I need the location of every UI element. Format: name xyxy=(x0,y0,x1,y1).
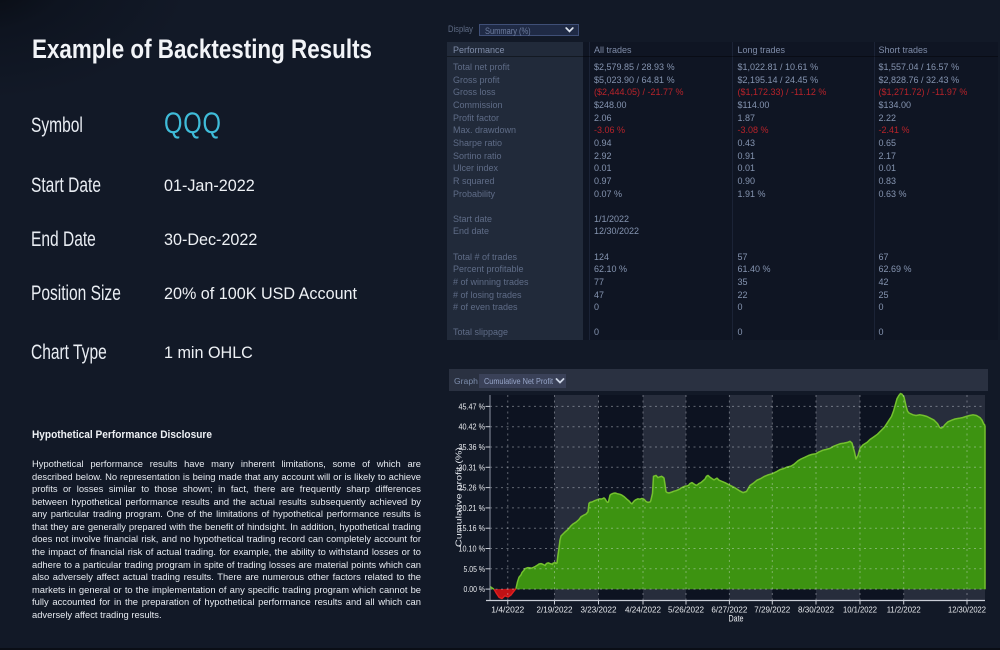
svg-text:30.31 %: 30.31 % xyxy=(459,462,486,472)
svg-text:3/23/2022: 3/23/2022 xyxy=(581,604,617,614)
svg-text:15.16 %: 15.16 % xyxy=(459,523,486,533)
svg-text:7/29/2022: 7/29/2022 xyxy=(754,604,790,614)
svg-text:6/27/2022: 6/27/2022 xyxy=(711,604,747,614)
svg-text:Date: Date xyxy=(729,614,744,624)
svg-text:4/24/2022: 4/24/2022 xyxy=(625,604,661,614)
svg-text:35.36 %: 35.36 % xyxy=(459,442,486,452)
svg-text:40.42 %: 40.42 % xyxy=(459,422,486,432)
svg-text:5.05 %: 5.05 % xyxy=(464,564,486,574)
svg-text:5/26/2022: 5/26/2022 xyxy=(668,604,704,614)
svg-text:12/30/2022: 12/30/2022 xyxy=(948,604,986,614)
svg-text:25.26 %: 25.26 % xyxy=(459,483,486,493)
svg-text:2/19/2022: 2/19/2022 xyxy=(537,604,573,614)
svg-text:10.10 %: 10.10 % xyxy=(459,544,486,554)
svg-text:Cumulative profit (%): Cumulative profit (%) xyxy=(454,447,464,547)
svg-text:11/2/2022: 11/2/2022 xyxy=(887,604,921,614)
svg-text:8/30/2022: 8/30/2022 xyxy=(798,604,834,614)
svg-text:0.00 %: 0.00 % xyxy=(464,584,486,594)
svg-text:1/4/2022: 1/4/2022 xyxy=(491,604,524,614)
svg-text:20.21 %: 20.21 % xyxy=(459,503,486,513)
svg-text:45.47 %: 45.47 % xyxy=(459,401,486,411)
svg-text:10/1/2022: 10/1/2022 xyxy=(843,604,877,614)
